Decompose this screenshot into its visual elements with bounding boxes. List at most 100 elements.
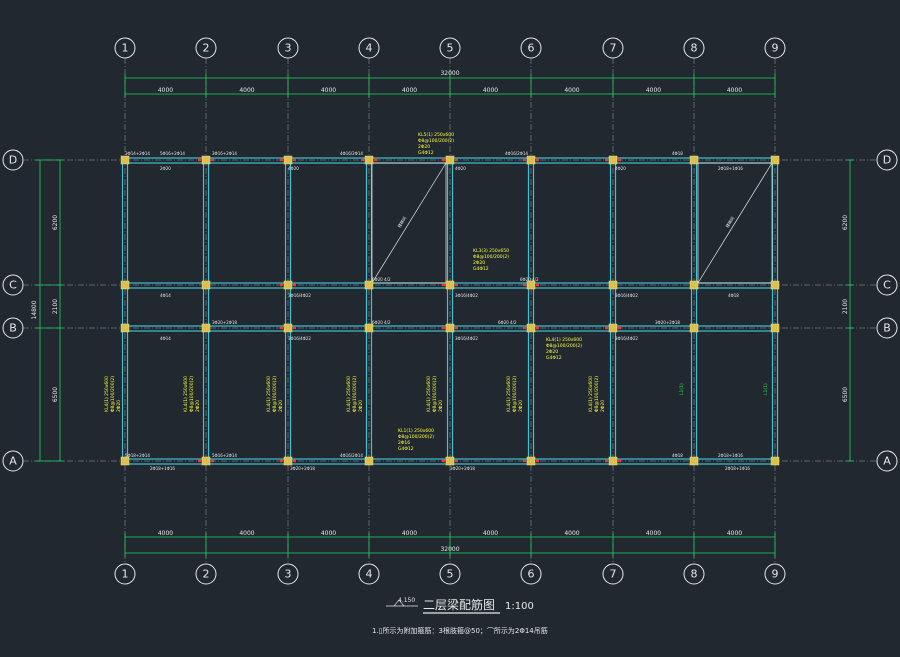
l1-labels: L1(1) L1(1) (679, 383, 769, 395)
hanger-mark-6 (605, 158, 608, 162)
hanger-mark-b-17 (536, 459, 539, 463)
axis-bubble-bottom-6 (520, 563, 542, 585)
axis-bubble-bottom-3 (277, 563, 299, 585)
vertical-kl-label-2: KL4(1) 250x600 Φ8@100/200(2) 2Φ20 (183, 376, 201, 412)
vertical-kl-top-6: 2Φ20 (518, 400, 524, 412)
hanger-mark-16 (442, 459, 445, 463)
vertical-kl-stirrup-7: Φ8@100/200(2) (594, 376, 600, 412)
side-dim-left-2: 2100 (52, 299, 59, 314)
column-2-D (201, 155, 211, 165)
rebar-d-7: 2Φ20 (160, 166, 171, 171)
stair-label-left: 楼梯间 (396, 215, 407, 228)
axis-bubble-bottom-7 (602, 563, 624, 585)
column-6-B (526, 323, 536, 333)
bay-dim-bottom-7: 4000 (646, 530, 661, 537)
axis-label-top-6: 6 (528, 42, 535, 55)
bay-dim-bottom-3: 4000 (321, 530, 336, 537)
bay-dim-top-2: 4000 (239, 87, 254, 94)
side-dim-left-3: 6500 (52, 387, 59, 402)
total-dim-left: 14800 (31, 300, 38, 319)
axis-bubble-right-C (876, 274, 898, 296)
axis-bubble-bottom-5 (439, 563, 461, 585)
rebar-d-11: 4Φ20 (615, 166, 626, 171)
bay-dim-top-8: 4000 (727, 87, 742, 94)
bay-dim-bottom-6: 4000 (564, 530, 579, 537)
hanger-mark-b-15 (293, 459, 296, 463)
vertical-kl-stirrup-5: Φ8@100/200(2) (432, 376, 438, 412)
kl3-name: KL3(3) 250x650 (473, 248, 509, 254)
rebar-b-6: 3Φ16/4Φ22 (288, 336, 311, 341)
column-4-D (364, 155, 374, 165)
kl5-top: 2Φ20 (418, 144, 430, 150)
stair-openings: 楼梯间 楼梯间 (371, 162, 773, 284)
side-dim-left-1: 6200 (52, 215, 59, 230)
axis-bubble-bottom-8 (683, 563, 705, 585)
column-4-A (364, 456, 374, 466)
drawing-scale: 1:100 (505, 601, 534, 612)
axis-label-bottom-1: 1 (122, 568, 129, 581)
stair-label-right: 楼梯间 (724, 215, 735, 228)
hanger-mark-b-16 (455, 459, 458, 463)
hanger-mark-b-10 (293, 326, 296, 330)
kl3-side: G4Φ12 (473, 266, 489, 272)
axis-label-bottom-9: 9 (772, 568, 779, 581)
hanger-mark-b-9 (536, 283, 539, 287)
column-8-B (689, 323, 699, 333)
column-8-A (689, 456, 699, 466)
rebar-c-6: 6Φ20 4/2 (372, 277, 391, 282)
vertical-kl-label-6: KL4(1) 250x600 Φ8@100/200(2) 2Φ20 (506, 376, 524, 412)
hanger-mark-7 (280, 283, 283, 287)
elevation-label: 4.150 (398, 597, 415, 604)
right-axis-markers: D C B A (876, 149, 898, 472)
axis-label-right-D: D (883, 154, 891, 167)
bay-dim-bottom-2: 4000 (239, 530, 254, 537)
axis-label-bottom-3: 3 (285, 568, 292, 581)
hanger-mark-17 (523, 459, 526, 463)
rebar-b-1: 6Φ20 4/2 (372, 320, 391, 325)
hanger-mark-b-7 (293, 283, 296, 287)
bay-dim-top-1: 4000 (158, 87, 173, 94)
drawing-title: 二层梁配筋图 (423, 597, 495, 612)
rebar-b-2: 6Φ20 4/2 (498, 320, 517, 325)
hanger-mark-b-18 (618, 459, 621, 463)
l1-label-b: L1(1) (763, 383, 769, 395)
hanger-mark-b-14 (211, 459, 214, 463)
axis-bubble-right-D (876, 149, 898, 171)
rebar-d-9: 4Φ20 (288, 166, 299, 171)
stair-diagonal-right (697, 162, 773, 284)
bay-dim-top-4: 4000 (402, 87, 417, 94)
beam-label-kl4: KL4(1) 250x600 Φ8@100/200(2) 2Φ20 G4Φ12 (546, 337, 582, 361)
rebar-d-1: 3Φ14+2Φ14 (125, 151, 150, 156)
hanger-mark-b-6 (618, 158, 621, 162)
kl1-name: KL1(1) 250x600 (398, 428, 434, 434)
axis-label-bottom-5: 5 (447, 568, 454, 581)
vertical-kl-label-1: KL4(1) 250x600 Φ8@100/200(2) 2Φ20 (104, 376, 122, 412)
axis-label-right-C: C (883, 279, 891, 292)
hanger-mark-18 (605, 459, 608, 463)
axis-label-bottom-6: 6 (528, 568, 535, 581)
vertical-kl-top-2: 2Φ20 (195, 400, 201, 412)
side-dim-right-1: 6200 (842, 215, 849, 230)
axis-label-top-3: 3 (285, 42, 292, 55)
hanger-mark-b-4 (455, 158, 458, 162)
vertical-kl-stirrup-1: Φ8@100/200(2) (110, 376, 116, 412)
hanger-mark-b-3 (374, 158, 377, 162)
bay-dim-top-5: 4000 (483, 87, 498, 94)
hanger-mark-10 (280, 326, 283, 330)
hanger-mark-11 (442, 326, 445, 330)
column-1-B (120, 323, 130, 333)
kl3-stirrup: Φ8@100/200(2) (473, 254, 509, 260)
axis-label-left-B: B (9, 322, 17, 335)
axis-label-top-1: 1 (122, 42, 129, 55)
vertical-kl-stirrup-2: Φ8@100/200(2) (189, 376, 195, 412)
column-4-B (364, 323, 374, 333)
kl5-stirrup: Φ8@100/200(2) (418, 138, 454, 144)
rebar-d-6: 4Φ18 (672, 151, 683, 156)
column-2-A (201, 456, 211, 466)
column-1-C (120, 280, 130, 290)
axis-bubble-bottom-4 (358, 563, 380, 585)
kl5-name: KL5(1) 250x600 (418, 132, 454, 138)
rebar-a-7: 3Φ20+2Φ18 (290, 466, 315, 471)
vertical-kl-stirrup-3: Φ8@100/200(2) (272, 376, 278, 412)
rebar-b-5: 4Φ14 (160, 336, 171, 341)
